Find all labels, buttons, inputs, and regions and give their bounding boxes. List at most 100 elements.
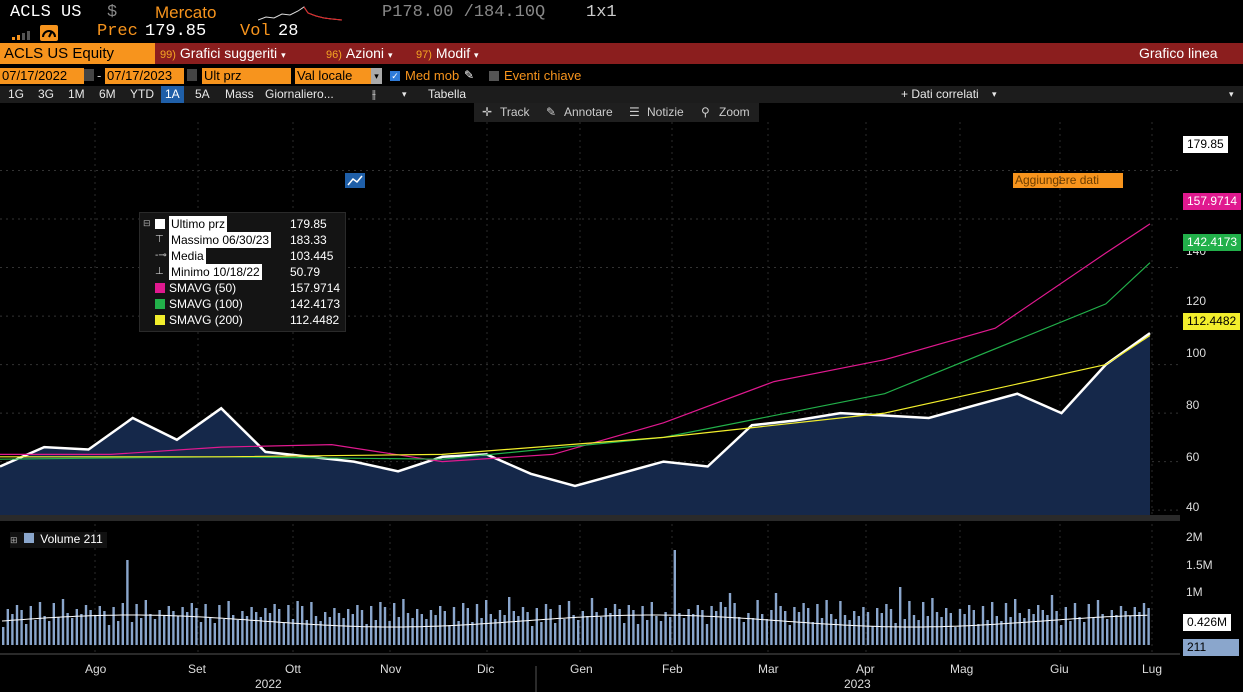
- volume-legend[interactable]: ⊞ Volume 211: [10, 532, 107, 548]
- volume-bar: [103, 611, 106, 645]
- annotate-button[interactable]: Annotare: [564, 105, 613, 119]
- period-3d[interactable]: 3G: [38, 87, 55, 101]
- volume-bar: [209, 618, 212, 645]
- volume-bar: [581, 611, 584, 645]
- sma50-tag: 157.9714: [1183, 193, 1242, 210]
- zoom-button[interactable]: Zoom: [719, 105, 750, 119]
- legend-row: ⊤ Massimo 06/30/23 183.33: [140, 232, 345, 248]
- volume-bar: [429, 610, 433, 645]
- volume-bar: [517, 616, 520, 645]
- y-tick: 100: [1186, 346, 1207, 360]
- volume-bar: [213, 623, 216, 645]
- low-marker-icon: ⊥: [155, 266, 164, 277]
- chart-type-label[interactable]: Grafico linea: [1139, 45, 1218, 61]
- volume-bar: [370, 606, 373, 645]
- pane-divider[interactable]: [0, 515, 1180, 521]
- price-chart[interactable]: [0, 122, 1243, 692]
- pencil-icon[interactable]: ✎: [464, 68, 475, 82]
- x-month: Ott: [285, 662, 302, 676]
- volume-bar: [871, 626, 874, 645]
- chevron-down-icon[interactable]: ▾: [1229, 89, 1234, 99]
- gauge-icon[interactable]: [40, 25, 58, 41]
- suggested-charts-menu[interactable]: 99) Grafici suggeriti ▾: [160, 43, 286, 64]
- pencil-icon[interactable]: ✎: [546, 105, 557, 119]
- sma100-tag: 142.4173: [1183, 234, 1242, 251]
- period-1y[interactable]: 1A: [161, 86, 184, 103]
- end-date-field[interactable]: 07/17/2023: [105, 68, 184, 84]
- start-date-field[interactable]: 07/17/2022: [0, 68, 84, 84]
- volume-bar: [218, 605, 221, 645]
- field-select[interactable]: Ult prz: [202, 68, 291, 84]
- news-icon[interactable]: ☰: [629, 105, 640, 119]
- volume-bar: [61, 599, 65, 645]
- calendar-icon[interactable]: [187, 69, 197, 81]
- volume-bar: [140, 618, 143, 645]
- table-button[interactable]: Tabella: [428, 87, 467, 101]
- dropdown-arrow-icon[interactable]: ▾: [371, 68, 382, 84]
- volume-bar: [66, 613, 69, 645]
- volume-bar: [1096, 600, 1100, 645]
- volume-bar: [181, 607, 184, 645]
- line-chart-icon[interactable]: [345, 173, 365, 188]
- security-field[interactable]: ACLS US Equity: [0, 43, 155, 64]
- x-month: Dic: [477, 662, 495, 676]
- bar-chart-icon[interactable]: ⫲: [372, 87, 376, 101]
- y-tick: 60: [1186, 450, 1200, 464]
- volume-bar: [314, 616, 318, 645]
- related-data-button[interactable]: + Dati correlati: [901, 87, 979, 101]
- period-max[interactable]: Mass: [225, 87, 254, 101]
- chevron-down-icon[interactable]: ▾: [992, 89, 997, 99]
- chevron-down-icon[interactable]: ▾: [402, 89, 407, 99]
- volume-bar: [641, 606, 644, 645]
- volume-bar: [590, 598, 594, 645]
- volume-bar: [853, 611, 856, 645]
- zoom-icon[interactable]: ⚲: [701, 105, 710, 119]
- period-6m[interactable]: 6M: [99, 87, 116, 101]
- actions-menu[interactable]: 96) Azioni ▾: [326, 43, 392, 64]
- track-button[interactable]: Track: [500, 105, 530, 119]
- collapse-icon[interactable]: ⊞: [10, 535, 18, 545]
- frequency-select[interactable]: Giornaliero...: [265, 87, 334, 101]
- legend-value: 179.85: [290, 217, 327, 231]
- volume-bar: [848, 620, 851, 645]
- legend-row: -⊸ Media 103.445: [140, 248, 345, 264]
- x-month: Lug: [1142, 662, 1163, 676]
- volume-bar: [839, 601, 842, 645]
- volume-bar: [434, 615, 437, 645]
- volume-avg-tag: 0.426M: [1183, 614, 1232, 631]
- volume-bar: [259, 617, 262, 645]
- volume-bar: [107, 625, 111, 645]
- period-1d[interactable]: 1G: [8, 87, 25, 101]
- checkbox-unchecked-icon[interactable]: [489, 71, 499, 81]
- volume-bar: [15, 605, 19, 645]
- volume-bar: [521, 607, 525, 645]
- volume-bar: [264, 608, 267, 645]
- checkbox-checked-icon[interactable]: ✓: [390, 71, 400, 81]
- volume-bar: [287, 605, 290, 645]
- volume-bar: [71, 618, 74, 645]
- volume-bar: [995, 616, 998, 645]
- period-5y[interactable]: 5A: [195, 87, 210, 101]
- period-ytd[interactable]: YTD: [130, 87, 154, 101]
- currency-select[interactable]: Val locale: [295, 68, 374, 84]
- news-button[interactable]: Notizie: [647, 105, 684, 119]
- volume-bar: [958, 609, 962, 645]
- calendar-icon[interactable]: [84, 69, 94, 81]
- volume-bar: [595, 612, 598, 645]
- crosshair-icon[interactable]: ✛: [482, 105, 493, 119]
- add-data-input[interactable]: Aggiungere dati: [1013, 173, 1123, 188]
- swatch-icon: [155, 299, 165, 309]
- volume-bar: [1014, 599, 1017, 645]
- legend-label: Minimo 10/18/22: [169, 264, 262, 280]
- volume-bar: [462, 603, 465, 645]
- volume-bar: [733, 603, 736, 645]
- collapse-icon[interactable]: ⊟: [143, 218, 151, 228]
- chart-series: [0, 223, 1151, 488]
- chart-legend[interactable]: ⊟ Ultimo prz 179.85 ⊤ Massimo 06/30/23 1…: [139, 212, 346, 332]
- volume-bar: [567, 601, 571, 645]
- edit-menu[interactable]: 97) Modif ▾: [416, 43, 479, 64]
- volume-bar: [84, 605, 88, 645]
- volume-bar: [29, 606, 32, 645]
- chart-grid: [0, 122, 1180, 654]
- period-1m[interactable]: 1M: [68, 87, 85, 101]
